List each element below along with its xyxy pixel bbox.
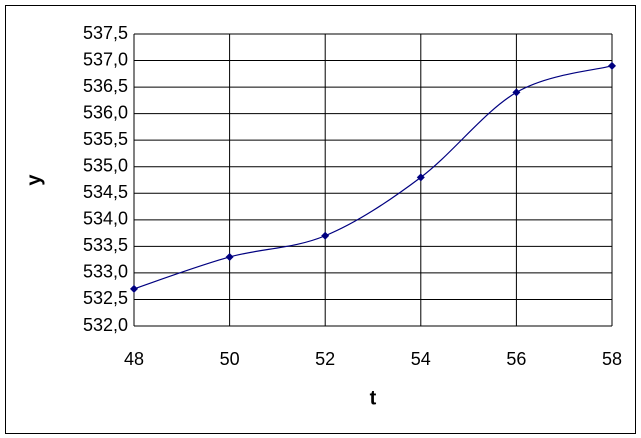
y-tick-label: 533,0 [83, 262, 128, 282]
y-tick-label: 532,0 [83, 315, 128, 335]
x-tick-label: 54 [411, 349, 431, 369]
x-tick-label: 52 [315, 349, 335, 369]
data-point [130, 284, 138, 293]
data-point [225, 252, 234, 261]
y-tick-label: 537,5 [83, 23, 128, 43]
y-tick-label: 536,0 [83, 102, 128, 122]
y-tick-label: 534,5 [83, 182, 128, 202]
y-tick-label: 532,5 [83, 288, 128, 308]
x-axis-label: t [370, 387, 377, 409]
y-tick-label: 535,5 [83, 129, 128, 149]
x-tick-label: 56 [506, 349, 526, 369]
y-tick-label: 536,5 [83, 76, 128, 96]
data-line [133, 65, 613, 290]
y-axis-label: y [23, 174, 45, 186]
data-point [512, 88, 521, 97]
y-tick-label: 537,0 [83, 49, 128, 69]
y-tick-label: 534,0 [83, 209, 128, 229]
data-point [608, 61, 616, 70]
data-point [321, 231, 330, 240]
x-tick-label: 48 [124, 349, 144, 369]
y-tick-label: 533,5 [83, 235, 128, 255]
data-point [416, 173, 425, 182]
x-tick-label: 50 [220, 349, 240, 369]
x-tick-label: 58 [602, 349, 622, 369]
y-tick-label: 535,0 [83, 155, 128, 175]
